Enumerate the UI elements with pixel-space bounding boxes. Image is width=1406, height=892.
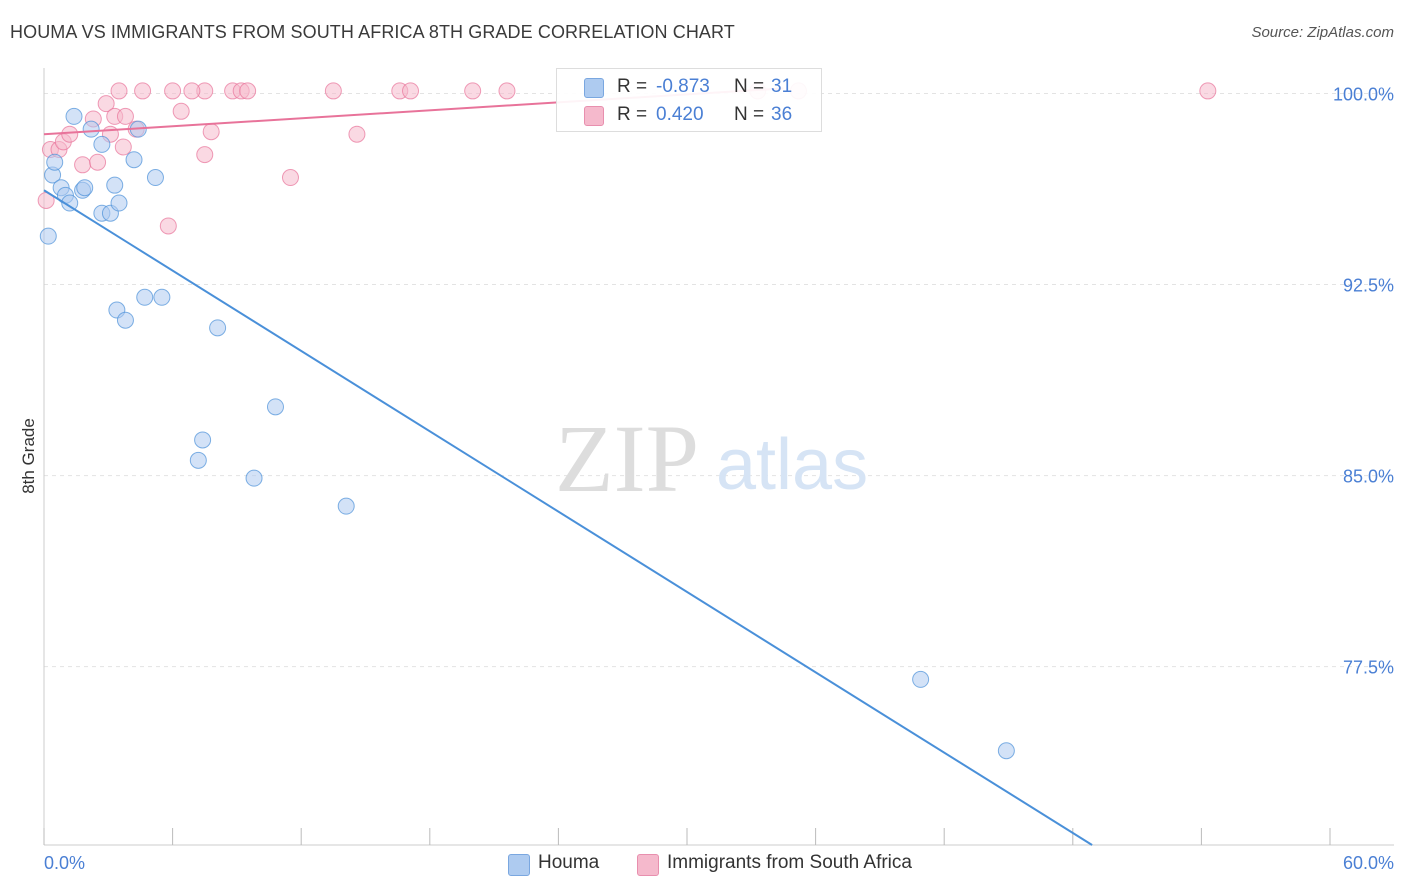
- houma-point: [146, 169, 164, 187]
- houma-point: [153, 288, 171, 306]
- legend-r-value: 0.420: [656, 104, 704, 125]
- houma-point: [266, 398, 284, 416]
- watermark-atlas: atlas: [716, 425, 868, 505]
- legend-swatch-south-africa: [584, 106, 604, 126]
- legend-r-label: R =: [617, 76, 648, 97]
- y-tick-label: 100.0%: [1333, 84, 1394, 104]
- south-africa-point: [97, 95, 115, 113]
- legend-n-label: N =: [734, 76, 765, 97]
- south-africa-point: [348, 125, 366, 143]
- houma-point: [39, 227, 57, 245]
- south-africa-point: [134, 82, 152, 100]
- houma-point: [125, 151, 143, 169]
- bottom-legend-swatch-houma: [508, 854, 530, 876]
- south-africa-point: [89, 153, 107, 171]
- south-africa-point: [159, 217, 177, 235]
- houma-point: [116, 311, 134, 329]
- south-africa-point: [196, 146, 214, 164]
- y-tick-labels: 77.5% 85.0% 92.5% 100.0%: [1333, 84, 1394, 677]
- bottom-legend-swatch-south-africa: [637, 854, 659, 876]
- y-axis-title: 8th Grade: [19, 418, 38, 494]
- source-label: Source: ZipAtlas.com: [1251, 24, 1394, 41]
- watermark: ZIP atlas: [555, 405, 868, 512]
- x-tick-label-min: 0.0%: [44, 853, 85, 873]
- gridlines: [44, 92, 1394, 668]
- houma-point: [61, 194, 79, 212]
- south-africa-point: [61, 125, 79, 143]
- south-africa-point: [324, 82, 342, 100]
- legend-swatch-houma: [584, 78, 604, 98]
- bottom-legend-label-houma: Houma: [538, 852, 600, 873]
- bottom-legend: Houma Immigrants from South Africa: [0, 851, 1406, 879]
- south-africa-point: [116, 107, 134, 125]
- x-ticks: [43, 828, 1331, 845]
- south-africa-point: [1199, 82, 1217, 100]
- houma-point: [110, 194, 128, 212]
- legend-r-value: -0.873: [656, 76, 710, 97]
- houma-trend-line: [43, 189, 1093, 846]
- south-africa-point: [110, 82, 128, 100]
- watermark-zip: ZIP: [555, 405, 699, 512]
- legend: R = -0.873 N = 31 R = 0.420 N = 36: [556, 68, 822, 132]
- legend-r-label: R =: [617, 104, 648, 125]
- legend-n-value: 31: [771, 76, 793, 97]
- houma-point: [82, 120, 100, 138]
- houma-point: [912, 670, 930, 688]
- houma-point: [76, 179, 94, 197]
- y-tick-label: 92.5%: [1343, 276, 1394, 296]
- south-africa-point: [183, 82, 201, 100]
- south-africa-point: [402, 82, 420, 100]
- south-africa-point: [202, 123, 220, 141]
- south-africa-point: [239, 82, 257, 100]
- legend-row-south-africa: R = 0.420 N = 36: [557, 101, 821, 129]
- south-africa-point: [464, 82, 482, 100]
- y-tick-label: 85.0%: [1343, 467, 1394, 487]
- bottom-legend-label-south-africa: Immigrants from South Africa: [667, 852, 912, 873]
- south-africa-point: [114, 138, 132, 156]
- south-africa-point: [172, 102, 190, 120]
- houma-point: [194, 431, 212, 449]
- houma-point: [189, 451, 207, 469]
- south-africa-point: [74, 156, 92, 174]
- legend-n-label: N =: [734, 104, 765, 125]
- houma-point: [106, 176, 124, 194]
- south-africa-point: [498, 82, 516, 100]
- legend-row-houma: R = -0.873 N = 31: [557, 73, 821, 101]
- houma-point: [136, 288, 154, 306]
- legend-n-value: 36: [771, 104, 793, 125]
- chart-title: HOUMA VS IMMIGRANTS FROM SOUTH AFRICA 8T…: [10, 22, 735, 42]
- y-tick-label: 77.5%: [1343, 658, 1394, 678]
- houma-point: [997, 742, 1015, 760]
- x-tick-label-max: 60.0%: [1343, 853, 1394, 873]
- houma-point: [93, 135, 111, 153]
- houma-point: [65, 107, 83, 125]
- houma-point: [209, 319, 227, 337]
- south-africa-point: [164, 82, 182, 100]
- south-africa-point: [281, 169, 299, 187]
- houma-point: [46, 153, 64, 171]
- houma-point: [337, 497, 355, 515]
- houma-point: [245, 469, 263, 487]
